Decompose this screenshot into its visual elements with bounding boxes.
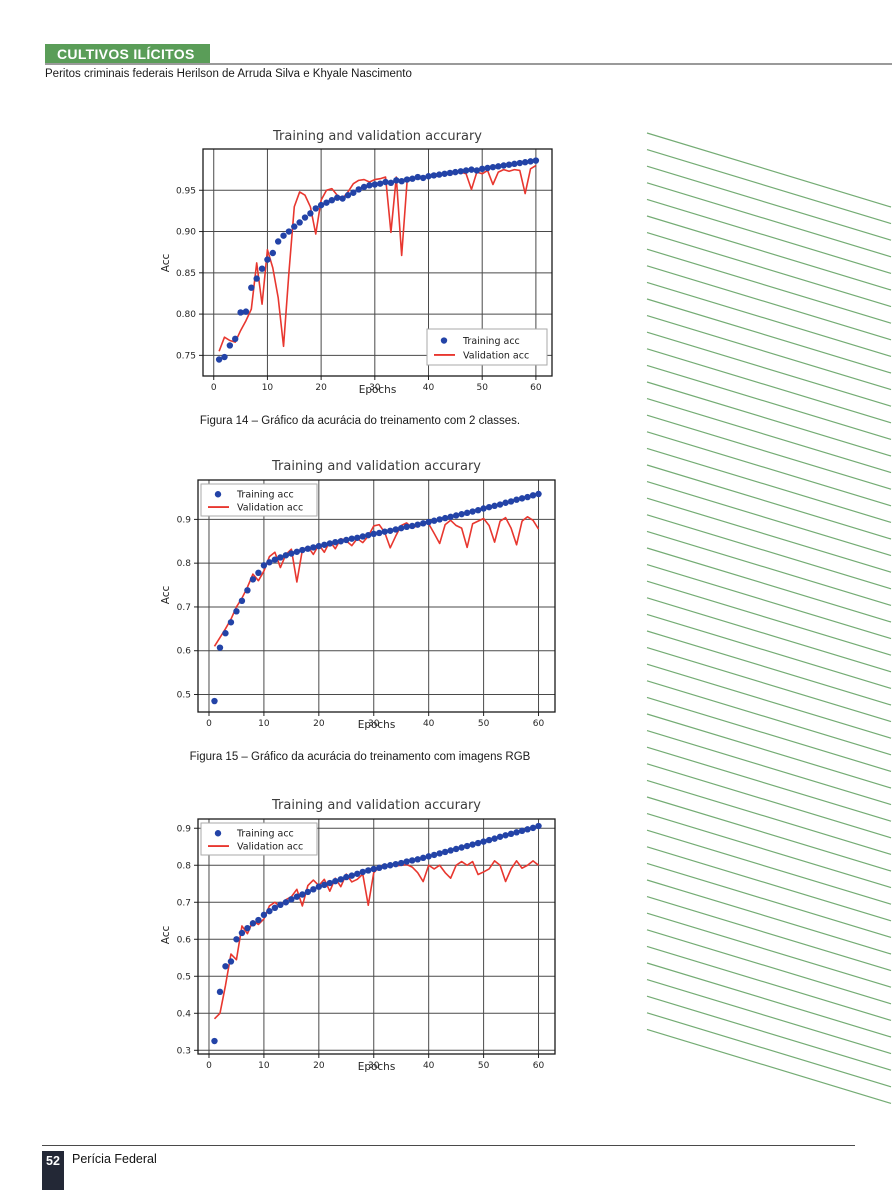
svg-text:Training acc: Training acc	[462, 336, 520, 347]
accuracy-chart-rgb: 0 10 20 30 40 50 60 0.5 0.6 0.7 0.8 0.9 Training acc…	[177, 479, 556, 729]
chart-title: Training and validation accurary	[271, 459, 481, 474]
svg-text:50: 50	[478, 1061, 490, 1071]
x-axis-label: Epochs	[358, 384, 397, 396]
svg-text:0.90: 0.90	[176, 228, 196, 238]
svg-text:0: 0	[206, 719, 212, 729]
svg-text:0.7: 0.7	[177, 898, 191, 908]
svg-text:0.8: 0.8	[177, 861, 192, 871]
svg-text:10: 10	[258, 719, 270, 729]
svg-text:60: 60	[533, 1061, 545, 1071]
y-axis-label: Acc	[160, 253, 172, 273]
header-divider	[45, 63, 892, 65]
svg-text:20: 20	[313, 719, 325, 729]
publication-name: Perícia Federal	[72, 1152, 157, 1166]
svg-text:0: 0	[206, 1061, 212, 1071]
svg-text:0.9: 0.9	[177, 515, 192, 525]
y-axis-label: Acc	[160, 585, 172, 605]
figure-14: Training and validation accurary Acc 0 10…	[155, 126, 565, 427]
chart-title: Training and validation accurary	[272, 129, 482, 144]
svg-text:0.5: 0.5	[177, 972, 191, 982]
svg-text:0.9: 0.9	[177, 824, 192, 834]
svg-text:30: 30	[368, 1061, 380, 1071]
svg-text:0.3: 0.3	[177, 1046, 191, 1056]
page-number-badge: 52	[42, 1151, 64, 1190]
figure-15: Training and validation accurary Acc 0 10…	[155, 458, 565, 763]
svg-text:0.7: 0.7	[177, 603, 191, 613]
svg-text:30: 30	[368, 719, 380, 729]
svg-text:20: 20	[315, 383, 327, 393]
section-badge: CULTIVOS ILÍCITOS	[45, 44, 210, 64]
svg-text:Validation acc: Validation acc	[463, 350, 529, 361]
svg-text:0.95: 0.95	[176, 186, 196, 196]
svg-text:50: 50	[476, 383, 488, 393]
figure-14-caption: Figura 14 – Gráfico da acurácia do trein…	[199, 415, 521, 427]
accuracy-chart-2-classes: 0 10 20 30 40 50 60 0.75 0.80 0.85 0.90 0.95 Trainin…	[176, 148, 553, 393]
accuracy-chart-third: 0 10 20 30 40 50 60 0.3 0.4 0.5 0.6 0.7 0.8 0.9 Traini…	[177, 818, 556, 1071]
svg-text:0.80: 0.80	[176, 310, 196, 320]
svg-text:10: 10	[258, 1061, 270, 1071]
svg-text:0.6: 0.6	[177, 935, 192, 945]
svg-text:40: 40	[423, 1061, 435, 1071]
svg-text:0: 0	[211, 383, 217, 393]
svg-text:0.5: 0.5	[177, 690, 191, 700]
svg-text:Validation acc: Validation acc	[237, 503, 303, 514]
figure-15-caption: Figura 15 – Gráfico da acurácia do trein…	[189, 751, 531, 763]
svg-text:40: 40	[423, 719, 435, 729]
svg-text:60: 60	[533, 719, 545, 729]
svg-text:Validation acc: Validation acc	[237, 842, 303, 853]
x-axis-label: Epochs	[357, 719, 396, 731]
svg-text:20: 20	[313, 1061, 325, 1071]
y-axis-label: Acc	[160, 925, 172, 945]
svg-text:0.4: 0.4	[177, 1009, 192, 1019]
figure-16: Training and validation accurary Acc 0 10…	[155, 797, 565, 1079]
svg-text:0.6: 0.6	[177, 647, 192, 657]
svg-text:40: 40	[423, 383, 435, 393]
diagonal-stripes-decoration	[646, 132, 892, 1104]
svg-text:0.85: 0.85	[176, 269, 196, 279]
svg-text:30: 30	[369, 383, 381, 393]
svg-text:0.75: 0.75	[176, 351, 196, 361]
svg-text:60: 60	[530, 383, 542, 393]
chart-title: Training and validation accurary	[271, 798, 481, 813]
svg-text:Training acc: Training acc	[236, 490, 294, 501]
svg-text:Training acc: Training acc	[236, 829, 294, 840]
x-axis-label: Epochs	[357, 1061, 396, 1073]
article-byline: Peritos criminais federais Herilson de A…	[45, 68, 412, 80]
svg-text:10: 10	[262, 383, 274, 393]
footer-divider	[42, 1145, 855, 1146]
svg-text:0.8: 0.8	[177, 559, 192, 569]
svg-text:50: 50	[478, 719, 490, 729]
